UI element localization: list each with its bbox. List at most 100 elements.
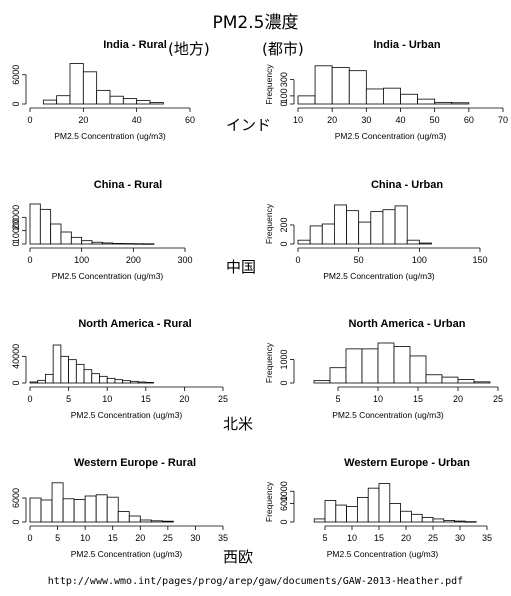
histogram-bar [329, 367, 347, 384]
histogram-bar [101, 242, 114, 245]
histogram-bar [137, 381, 147, 384]
histogram-bar [84, 495, 97, 523]
histogram-bar [99, 375, 108, 384]
histogram-bar [441, 376, 459, 384]
histogram-bar [451, 102, 470, 105]
histogram-bar [346, 210, 360, 245]
x-tick-label: 20 [327, 115, 337, 125]
histogram-bar [418, 242, 432, 245]
x-tick-label: 5 [335, 394, 340, 404]
x-tick-label: 0 [295, 255, 300, 265]
x-tick-label: 20 [179, 394, 189, 404]
x-axis-label: PM2.5 Concentration (ug/m3) [52, 271, 164, 281]
x-tick-label: 0 [27, 394, 32, 404]
y-tick-label: 20000 [11, 205, 21, 230]
histogram-bar [122, 243, 134, 245]
y-tick-label: 0 [11, 519, 21, 524]
histogram-bar [117, 511, 130, 523]
y-tick-label: 1000 [279, 349, 289, 369]
panel-title: China - Urban [371, 179, 443, 191]
histogram-bar [400, 510, 412, 523]
histogram-bar [83, 369, 93, 384]
y-tick-label: 6000 [11, 488, 21, 508]
histogram-bar [149, 102, 164, 105]
panel-title: Western Europe - Rural [74, 457, 196, 469]
x-tick-label: 25 [428, 533, 438, 543]
histogram-bar [409, 355, 427, 384]
y-tick-label: 10000 [11, 218, 21, 243]
histogram-bar [122, 98, 138, 105]
x-tick-label: 5 [55, 533, 60, 543]
histogram-bar [345, 348, 363, 384]
histogram-bar [60, 231, 72, 245]
histogram-bar [40, 499, 53, 523]
x-tick-label: 60 [185, 115, 195, 125]
y-tick-label: 0 [279, 380, 289, 385]
x-tick-label: 25 [218, 394, 228, 404]
histogram-bar [443, 520, 455, 523]
y-tick-label: 200 [279, 217, 289, 232]
histogram-bar [52, 344, 62, 384]
histogram-bar [417, 98, 436, 105]
x-axis-label: PM2.5 Concentration (ug/m3) [71, 410, 183, 420]
panel-title: India - Urban [373, 39, 441, 51]
histogram-bar [393, 346, 411, 384]
western-europe-label: 西欧 [223, 548, 254, 566]
histogram-bar [335, 504, 347, 523]
histogram-bar [321, 223, 335, 245]
histogram-bar [383, 87, 401, 105]
x-tick-label: 50 [354, 255, 364, 265]
x-tick-label: 200 [126, 255, 141, 265]
x-tick-label: 30 [455, 533, 465, 543]
x-tick-label: 50 [430, 115, 440, 125]
x-tick-label: 300 [177, 255, 192, 265]
histogram-bar [457, 379, 475, 384]
panel-title: India - Rural [103, 39, 167, 51]
y-tick-label: 0 [279, 519, 289, 524]
x-tick-label: 30 [361, 115, 371, 125]
histogram-bar [29, 497, 42, 523]
x-axis-label: PM2.5 Concentration (ug/m3) [71, 549, 183, 559]
x-axis-label: PM2.5 Concentration (ug/m3) [332, 410, 444, 420]
histogram-bar [106, 377, 116, 384]
histogram-bar [324, 500, 337, 523]
y-axis-label: Frequency [264, 203, 274, 244]
histogram-bar [91, 241, 103, 245]
india-label: インド [226, 116, 272, 134]
histogram-bar [29, 203, 41, 245]
histogram-bar [145, 382, 154, 384]
x-tick-label: 15 [374, 533, 384, 543]
x-tick-label: 20 [78, 115, 88, 125]
histogram-bar [406, 239, 420, 245]
histogram-bar [73, 499, 86, 523]
histogram-bar [432, 518, 445, 523]
panel-title: North America - Urban [349, 318, 466, 330]
x-axis-label: PM2.5 Concentration (ug/m3) [327, 549, 439, 559]
panel-title: Western Europe - Urban [344, 457, 470, 469]
histogram-bar [400, 93, 418, 105]
y-tick-label: 0 [279, 241, 289, 246]
x-tick-label: 150 [472, 255, 487, 265]
north-america-label: 北米 [223, 415, 254, 433]
x-tick-label: 0 [27, 115, 32, 125]
x-tick-label: 0 [27, 533, 32, 543]
x-tick-label: 5 [66, 394, 71, 404]
histogram-bar [82, 71, 98, 105]
histogram-bar [382, 209, 396, 245]
y-axis-label: Frequency [264, 342, 274, 383]
histogram-bar [122, 380, 131, 384]
histogram-bar [410, 513, 423, 523]
histogram-bar [365, 88, 384, 105]
histogram-bar [45, 373, 54, 384]
histogram-bar [473, 381, 491, 384]
y-axis-label: Frequency [264, 481, 274, 522]
x-tick-label: 40 [132, 115, 142, 125]
x-tick-label: 70 [498, 115, 508, 125]
y-tick-label: 0 [11, 241, 21, 246]
histogram-bar [464, 521, 477, 523]
x-tick-label: 25 [493, 394, 503, 404]
histogram-bar [139, 519, 152, 523]
china-label: 中国 [226, 258, 257, 276]
y-tick-label: 100 [279, 88, 289, 103]
